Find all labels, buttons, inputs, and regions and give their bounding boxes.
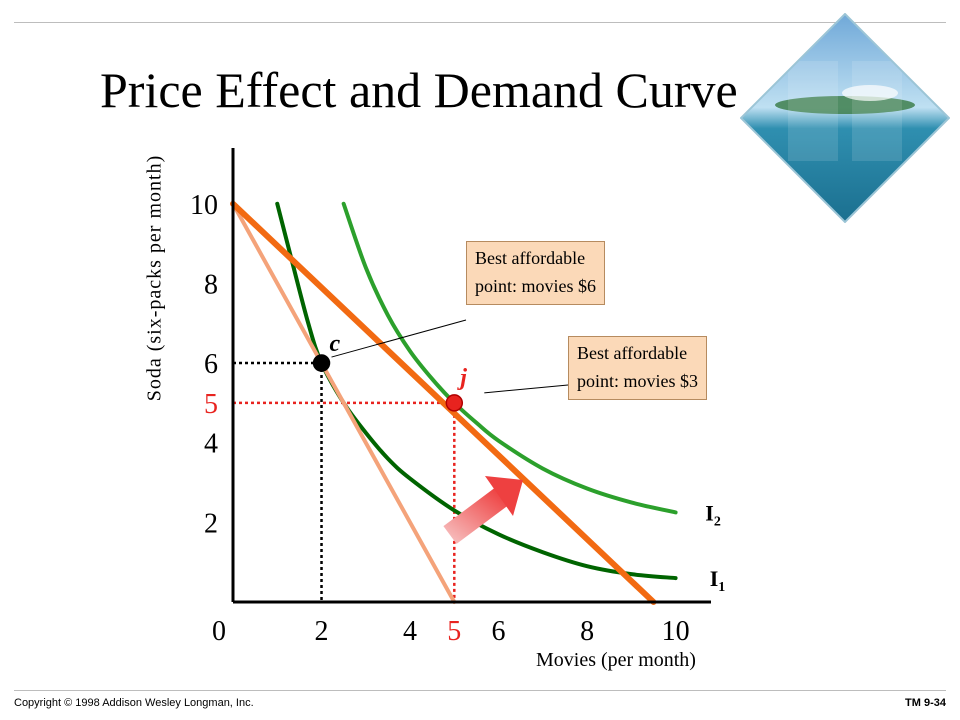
point-label-j: j: [456, 365, 467, 391]
slide-title: Price Effect and Demand Curve: [100, 62, 738, 118]
decorative-island-image: [740, 13, 950, 223]
x-tick-6: 6: [492, 616, 506, 647]
slide-number: TM 9-34: [905, 697, 946, 709]
series-budget-6: [231, 201, 457, 604]
x-axis-label: Movies (per month): [536, 649, 696, 671]
y-tick-10: 10: [190, 190, 218, 221]
y-tick-4: 4: [204, 429, 218, 460]
point-label-c: c: [330, 331, 341, 357]
callout-connector-c: [331, 319, 467, 358]
point-j: [445, 394, 464, 412]
y-tick-2: 2: [204, 508, 218, 539]
y-tick-6: 6: [204, 349, 218, 380]
bottom-rule: [14, 690, 946, 691]
callout-connector-j: [484, 384, 569, 394]
point-c: [312, 354, 331, 372]
x-tick-0: 0: [212, 616, 226, 647]
x-tick-8: 8: [580, 616, 594, 647]
copyright-text: Copyright © 1998 Addison Wesley Longman,…: [14, 697, 254, 709]
x-tick-10: 10: [662, 616, 690, 647]
curve-label-I2: I2: [705, 500, 721, 529]
x-tick-2: 2: [315, 616, 329, 647]
shift-arrow-head: [485, 476, 523, 516]
callout-best-affordable-3: Best affordable point: movies $3: [568, 336, 707, 400]
x-tick-5: 5: [447, 616, 461, 647]
curve-label-I1: I1: [710, 566, 726, 595]
series-budget-3: [230, 200, 657, 605]
series-I2: [341, 201, 678, 515]
shift-arrow-shaft: [443, 485, 512, 544]
top-rule: [14, 22, 946, 23]
series-I1: [275, 201, 678, 581]
x-tick-4: 4: [403, 616, 417, 647]
y-tick-5: 5: [204, 389, 218, 420]
callout-best-affordable-6: Best affordable point: movies $6: [466, 241, 605, 305]
y-tick-8: 8: [204, 269, 218, 300]
